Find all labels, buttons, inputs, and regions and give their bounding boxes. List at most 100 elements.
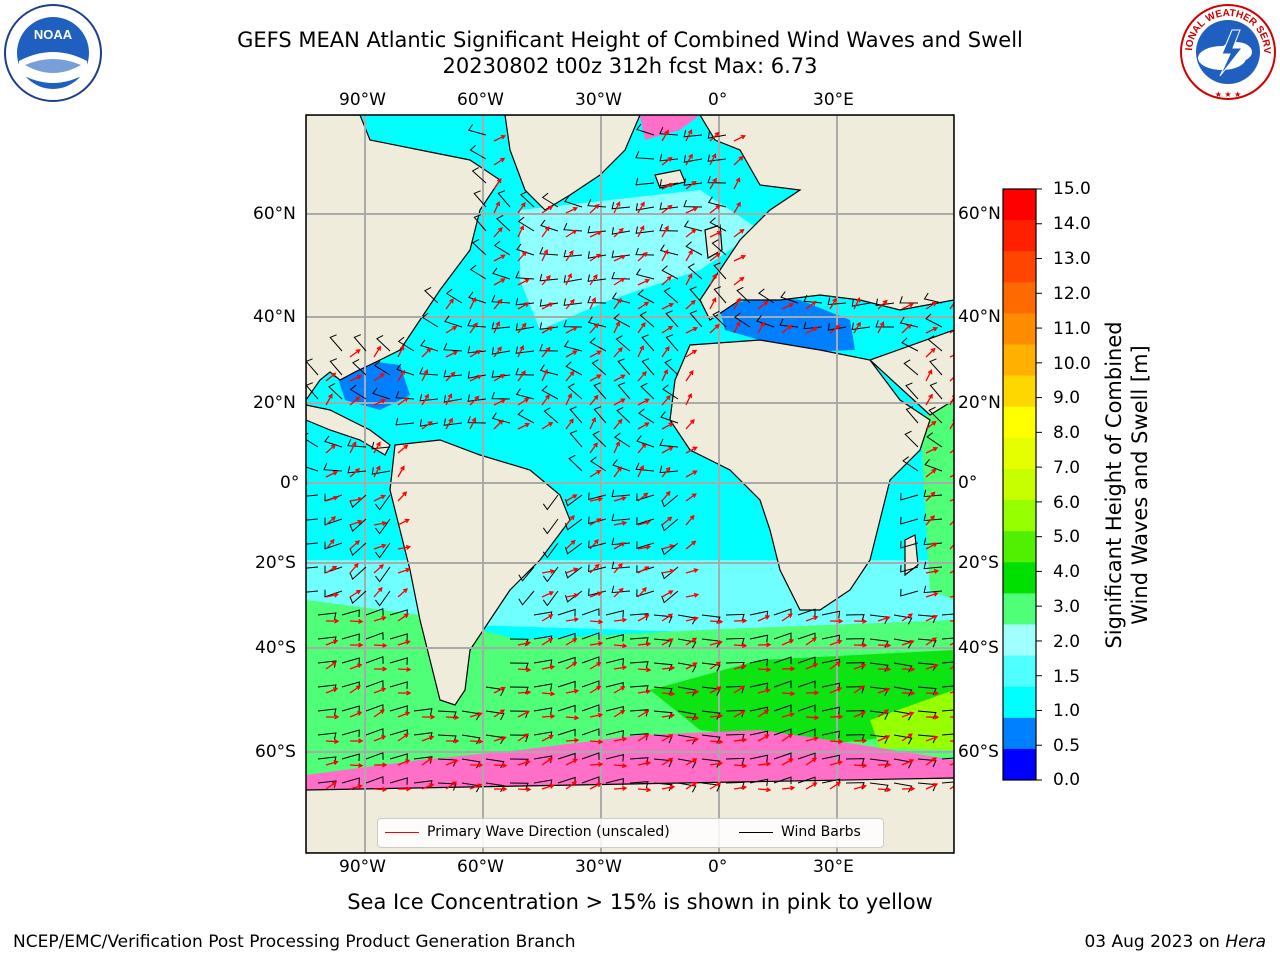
wind-barb bbox=[365, 752, 384, 760]
wave-direction-arrow bbox=[685, 758, 698, 766]
lat-label-left-40n: 40°N bbox=[253, 307, 296, 327]
wave-direction-arrow bbox=[733, 201, 741, 214]
wave-direction-arrow bbox=[925, 783, 939, 790]
wave-direction-arrow bbox=[637, 398, 650, 406]
svg-text:NOAA: NOAA bbox=[34, 27, 73, 42]
wave-direction-arrow bbox=[613, 254, 627, 262]
wind-barb bbox=[641, 334, 655, 352]
wind-barb bbox=[605, 777, 624, 786]
wave-direction-arrow bbox=[565, 737, 580, 743]
wave-direction-arrow bbox=[398, 690, 412, 696]
wind-barb bbox=[468, 291, 487, 304]
colorbar-segment bbox=[1003, 748, 1036, 781]
legend-item-wave-direction: Primary Wave Direction (unscaled) bbox=[385, 824, 670, 840]
wave-direction-arrow bbox=[877, 735, 891, 742]
wave-direction-arrow bbox=[517, 224, 525, 238]
wind-barb bbox=[541, 192, 559, 208]
wind-barb bbox=[373, 360, 391, 376]
wind-barb bbox=[661, 518, 679, 532]
colorbar-segment bbox=[1003, 500, 1036, 532]
wave-direction-arrow bbox=[733, 276, 745, 286]
wind-barb bbox=[611, 513, 631, 522]
wave-direction-arrow bbox=[661, 302, 675, 310]
wave-direction-arrow bbox=[661, 394, 671, 406]
wave-direction-arrow bbox=[757, 709, 770, 718]
wave-direction-arrow bbox=[541, 664, 556, 670]
wind-barb bbox=[445, 288, 463, 304]
wave-direction-arrow bbox=[949, 740, 954, 742]
wind-barb bbox=[497, 190, 511, 208]
lon-label-bottom-60w: 60°W bbox=[457, 857, 504, 877]
wave-direction-arrow bbox=[877, 687, 891, 694]
colorbar-tick: 3.0 bbox=[1053, 597, 1081, 617]
wind-barb bbox=[564, 566, 583, 579]
wave-direction-arrow bbox=[373, 709, 385, 718]
wave-direction-arrow bbox=[781, 758, 794, 766]
colorbar-tick: 9.0 bbox=[1053, 388, 1081, 408]
wave-direction-arrow bbox=[349, 784, 363, 790]
wave-direction-arrow bbox=[565, 350, 578, 358]
wind-barb bbox=[661, 590, 679, 604]
wave-direction-arrow bbox=[685, 228, 697, 238]
lat-label-left-20n: 20°N bbox=[253, 393, 296, 413]
colorbar-tick: 1.0 bbox=[1053, 701, 1081, 721]
wind-barb bbox=[635, 247, 655, 256]
wind-barb bbox=[749, 658, 769, 667]
wind-barb bbox=[636, 493, 655, 501]
wave-direction-arrow bbox=[493, 254, 506, 262]
wind-barb bbox=[515, 388, 535, 400]
wind-barb bbox=[773, 776, 792, 785]
wave-direction-arrow bbox=[589, 518, 602, 526]
wind-barb bbox=[803, 294, 823, 304]
map-legend: Primary Wave Direction (unscaled) Wind B… bbox=[377, 818, 884, 848]
wind-barb bbox=[701, 662, 721, 672]
wave-direction-arrow bbox=[781, 666, 796, 672]
wave-direction-arrow bbox=[925, 369, 933, 382]
wave-direction-arrow bbox=[541, 691, 556, 697]
wind-barb bbox=[372, 387, 391, 400]
wave-direction-arrow bbox=[733, 297, 741, 310]
wind-barb bbox=[636, 123, 655, 136]
wind-barb bbox=[533, 683, 553, 691]
wind-barb bbox=[419, 419, 439, 427]
wave-direction-arrow bbox=[373, 762, 388, 768]
colorbar-tick: 6.0 bbox=[1053, 493, 1081, 513]
wave-direction-arrow bbox=[637, 370, 647, 382]
wave-direction-arrow bbox=[589, 322, 599, 334]
wave-direction-arrow bbox=[373, 543, 387, 550]
wave-direction-arrow bbox=[637, 614, 650, 622]
wind-barb bbox=[893, 686, 913, 697]
wind-barb bbox=[389, 753, 408, 761]
wind-barb bbox=[539, 247, 559, 256]
wave-direction-arrow bbox=[685, 715, 700, 721]
colorbar-segment bbox=[1003, 251, 1036, 283]
wave-direction-arrow bbox=[350, 642, 364, 648]
wave-direction-arrow bbox=[685, 129, 693, 142]
wind-barb bbox=[902, 456, 919, 472]
wave-direction-arrow bbox=[829, 687, 843, 694]
wind-barb bbox=[779, 318, 799, 328]
nws-logo: NATIONAL WEATHER SERVICE ★ ★ ★ bbox=[1174, 0, 1278, 102]
wave-direction-arrow bbox=[709, 131, 720, 142]
wind-barb bbox=[461, 758, 481, 769]
wave-direction-arrow bbox=[781, 733, 794, 742]
wave-direction-arrow bbox=[613, 617, 628, 623]
wave-direction-arrow bbox=[709, 619, 724, 625]
wind-barb bbox=[588, 564, 607, 573]
wind-barb bbox=[420, 339, 439, 352]
wave-direction-arrow bbox=[349, 685, 361, 694]
wave-direction-arrow bbox=[565, 781, 578, 790]
wind-barb bbox=[941, 661, 954, 664]
wind-barb bbox=[328, 382, 343, 400]
wind-barb bbox=[659, 223, 679, 232]
wave-direction-arrow bbox=[493, 226, 503, 238]
wave-direction-arrow bbox=[901, 759, 915, 766]
wave-direction-arrow bbox=[397, 491, 408, 502]
lat-label-right-0: 0° bbox=[958, 473, 978, 493]
wind-barb bbox=[707, 131, 727, 139]
wave-direction-arrow bbox=[493, 298, 503, 310]
wave-direction-arrow bbox=[757, 787, 772, 793]
wave-direction-arrow bbox=[637, 710, 650, 718]
wave-direction-arrow bbox=[325, 687, 339, 694]
wave-direction-arrow bbox=[709, 297, 717, 310]
